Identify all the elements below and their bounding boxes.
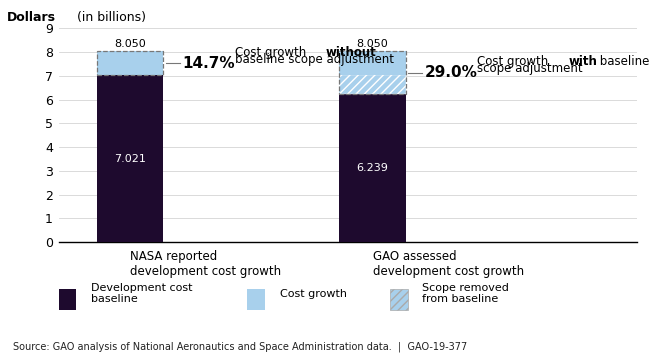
Bar	[339, 94, 406, 242]
Text: Cost growth: Cost growth	[235, 46, 310, 59]
Text: Source: GAO analysis of National Aeronautics and Space Administration data.  |  : Source: GAO analysis of National Aeronau…	[13, 342, 467, 352]
Text: (in billions): (in billions)	[73, 11, 146, 24]
Text: 29.0%: 29.0%	[425, 65, 478, 80]
Bar	[339, 51, 406, 75]
Text: Cost growth: Cost growth	[280, 289, 346, 299]
Text: Scope removed
from baseline: Scope removed from baseline	[422, 283, 510, 304]
Text: baseline: baseline	[595, 55, 649, 68]
Text: 14.7%: 14.7%	[183, 56, 235, 71]
Text: baseline scope adjustment: baseline scope adjustment	[235, 53, 394, 66]
Text: Cost growth: Cost growth	[477, 55, 552, 68]
Text: with: with	[568, 55, 597, 68]
Text: without: without	[326, 46, 376, 59]
Text: Development cost
baseline: Development cost baseline	[91, 283, 192, 304]
Bar	[97, 51, 163, 75]
Text: 8.050: 8.050	[114, 40, 146, 49]
Bar	[339, 51, 406, 94]
Text: 6.239: 6.239	[357, 163, 389, 173]
Text: 8.050: 8.050	[357, 40, 389, 49]
Text: Dollars: Dollars	[6, 11, 55, 24]
Bar	[97, 75, 163, 242]
Bar	[97, 51, 163, 75]
Text: scope adjustment: scope adjustment	[477, 62, 583, 75]
Text: 7.021: 7.021	[114, 154, 146, 164]
Bar	[339, 75, 406, 94]
